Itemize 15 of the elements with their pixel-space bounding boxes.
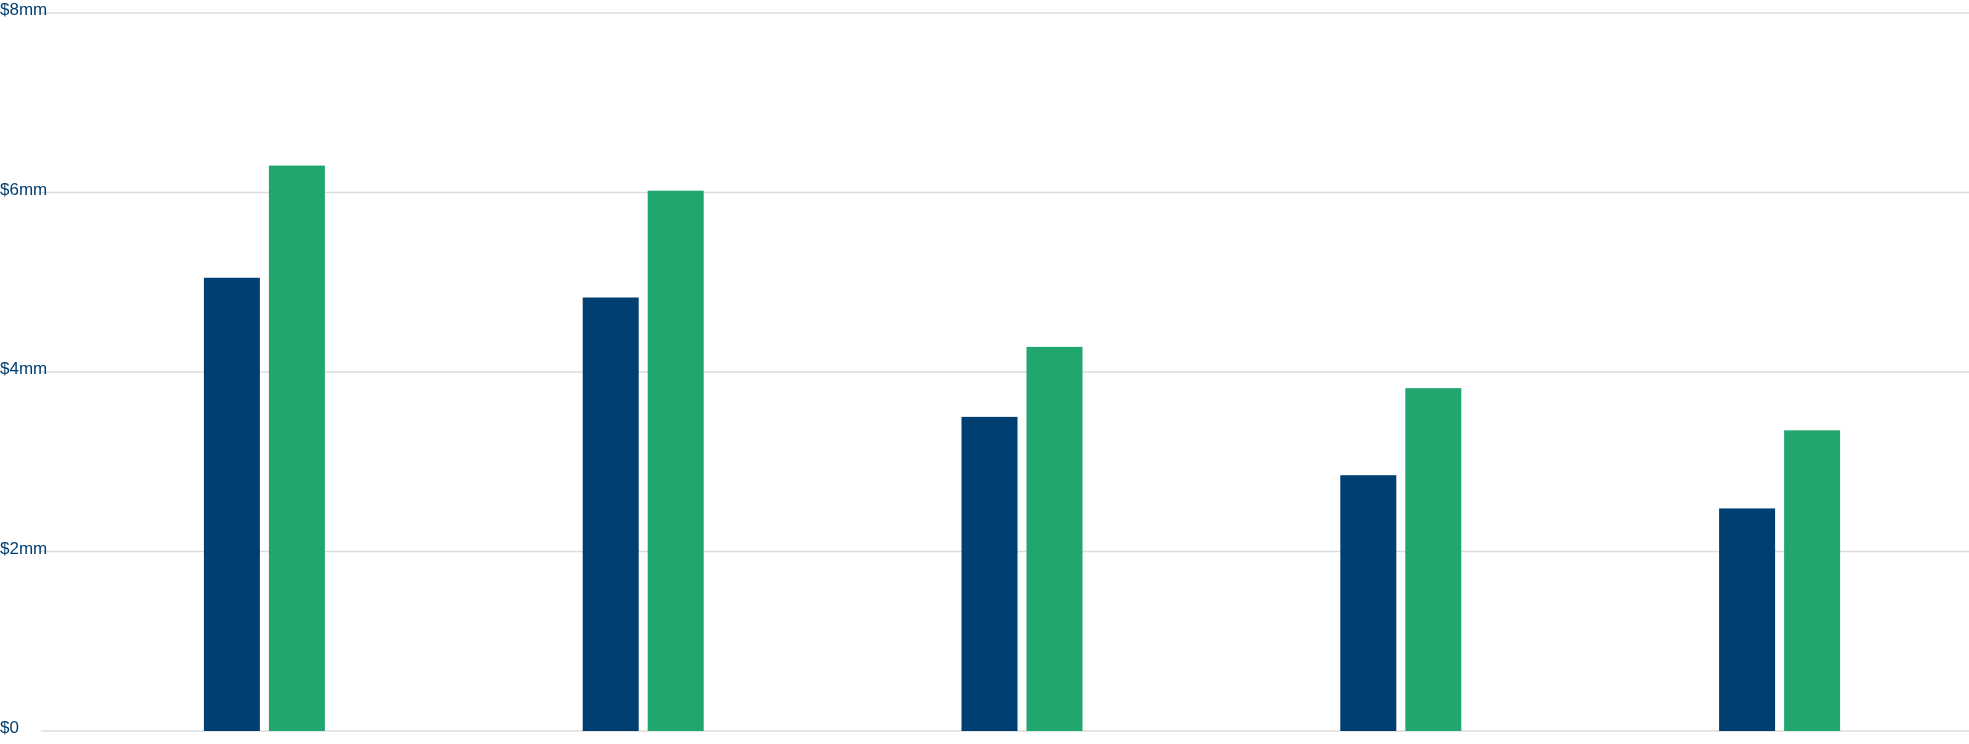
- bar: [1405, 388, 1462, 731]
- bar: [1340, 475, 1397, 731]
- y-tick-label: $2mm: [0, 538, 48, 558]
- bar: [268, 165, 325, 731]
- bar: [961, 416, 1018, 731]
- y-tick-label: $0: [0, 718, 19, 738]
- bar: [1784, 430, 1841, 731]
- y-tick-label: $4mm: [0, 359, 48, 379]
- bar: [1719, 508, 1776, 731]
- bar: [203, 277, 260, 731]
- bar: [1026, 346, 1083, 731]
- y-tick-label: $8mm: [0, 0, 48, 20]
- bar: [582, 297, 639, 731]
- bar: [647, 190, 704, 731]
- y-tick-label: $6mm: [0, 179, 48, 199]
